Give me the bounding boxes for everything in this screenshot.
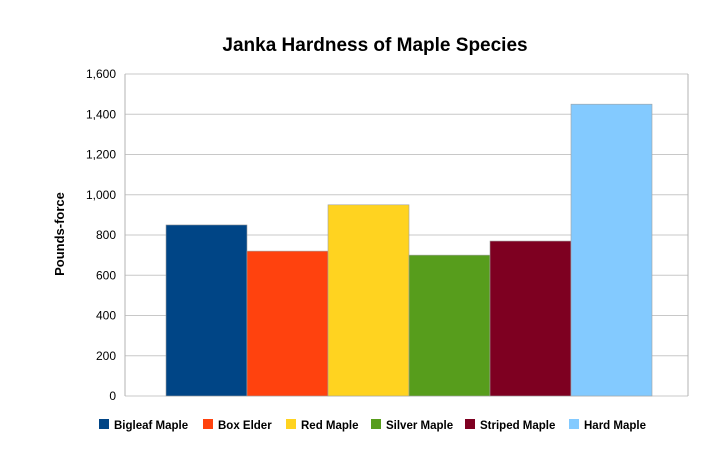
bar-4 [408, 254, 491, 397]
y-tick-label: 1,600 [86, 67, 116, 81]
legend: Bigleaf Maple Box Elder Red Maple Silver Ma… [99, 419, 646, 432]
bars [165, 103, 653, 397]
legend-swatch [203, 419, 213, 429]
legend-swatch [286, 419, 296, 429]
legend-label: Silver Maple [386, 420, 453, 432]
y-tick-label: 200 [96, 349, 116, 363]
bar-2 [246, 250, 329, 397]
legend-swatch [569, 419, 579, 429]
y-tick-label: 400 [96, 309, 116, 323]
y-tick-label: 1,200 [86, 148, 116, 162]
y-tick-label: 1,400 [86, 107, 116, 121]
y-tick-label: 0 [109, 389, 116, 403]
legend-label: Bigleaf Maple [114, 420, 188, 432]
bar-1 [165, 224, 248, 397]
legend-swatch [465, 419, 475, 429]
y-tick-label: 1,000 [86, 188, 116, 202]
legend-label: Hard Maple [584, 420, 646, 432]
legend-label: Striped Maple [480, 420, 555, 432]
bar-5 [489, 240, 572, 397]
legend-label: Red Maple [301, 420, 359, 432]
y-axis-label: Pounds-force [52, 192, 67, 276]
chart-title: Janka Hardness of Maple Species [222, 35, 527, 56]
y-axis-ticks: 0 200 400 600 800 1,000 1,200 1,400 1,600 [86, 67, 116, 403]
legend-swatch [99, 419, 109, 429]
bar-6 [570, 103, 653, 397]
legend-label: Box Elder [218, 420, 272, 432]
y-tick-label: 600 [96, 268, 116, 282]
y-tick-label: 800 [96, 228, 116, 242]
legend-swatch [371, 419, 381, 429]
bar-3 [327, 204, 410, 397]
